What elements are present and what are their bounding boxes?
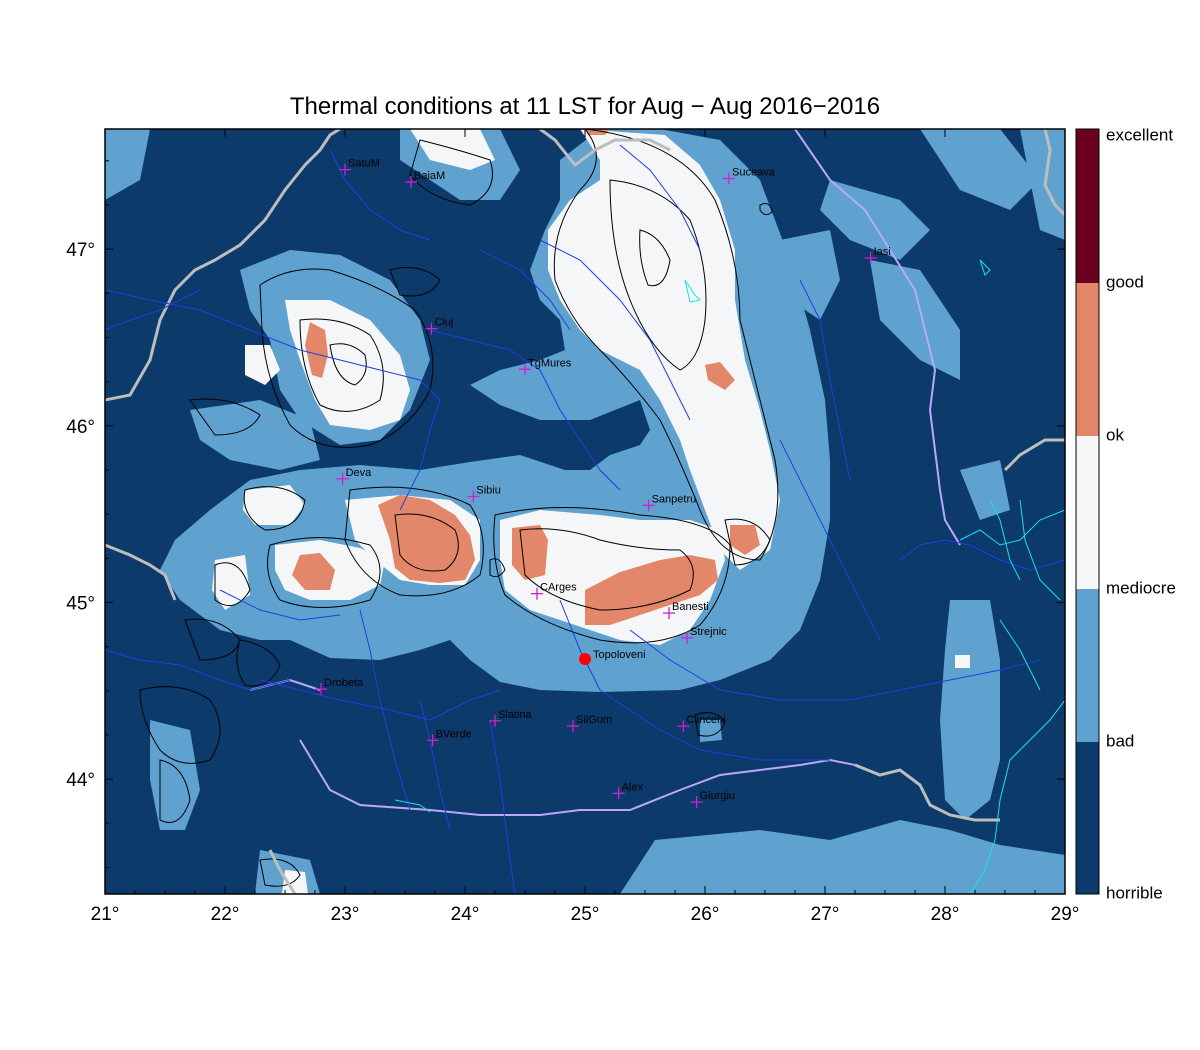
x-tick-label: 23° [331,904,360,925]
city-label: Banesti [672,601,709,613]
city-label: BVerde [436,728,472,740]
x-tick-label: 27° [811,904,840,925]
city-marker: Drobeta [315,677,364,696]
city-marker: Suceava [723,166,776,185]
city-label: TgMures [528,357,572,369]
x-tick-label: 21° [91,904,120,925]
x-tick-label: 22° [211,904,240,925]
x-tick-label: 29° [1051,904,1080,925]
city-marker: Strejnic [681,626,727,644]
y-tick-label: 46° [66,417,95,438]
city-label: Iasi [874,246,891,258]
city-marker: Sibiu [467,484,501,503]
city-label: Suceava [732,166,776,178]
colorbar-label-horrible: horrible [1106,883,1163,902]
city-label: Clinceni [686,714,725,726]
city-marker: Giurgiu [690,790,735,809]
city-label: Alex [622,781,644,793]
colorbar-label-good: good [1106,272,1144,291]
colorbar: horrible bad mediocre ok good excellent [1075,125,1176,902]
colorbar-ok [1076,283,1099,436]
colorbar-bad [1076,589,1099,742]
city-marker: Alex [612,781,644,800]
x-tick-label: 25° [571,904,600,925]
colorbar-mediocre [1076,436,1099,589]
city-marker: Clinceni [677,714,726,733]
city-label: CArges [540,582,577,594]
y-tick-label: 44° [66,770,95,791]
city-marker: Sanpetru [642,493,697,512]
city-label: SilGum [576,714,612,726]
x-tick-label: 26° [691,904,720,925]
city-marker: CArges [531,582,577,600]
city-label: Sanpetru [652,493,697,505]
country-borders [105,129,1065,894]
city-marker: Cluj [425,317,453,335]
highlight-city-label: Topoloveni [593,649,646,661]
city-label: Deva [346,467,373,479]
city-marker: Iasi [864,246,891,264]
colorbar-label-ok: ok [1106,425,1124,444]
city-label: Sibiu [476,484,500,496]
colorbar-label-mediocre: mediocre [1106,578,1176,597]
city-marker: TgMures [519,357,572,376]
city-label: BaiaM [414,170,445,182]
city-marker: Deva [336,467,373,485]
zones-ok [292,129,760,625]
y-tick-label: 45° [66,593,95,614]
city-label: SatuM [348,158,380,170]
x-tick-label: 24° [451,904,480,925]
terrain-contours [139,129,779,887]
axis-ticks: 21° 22° 23° 24° 25° 26° 27° 28° 29° 44° 45° 46° 47° [66,129,1079,925]
colorbar-frame [1075,128,1100,895]
y-tick-label: 47° [66,240,95,261]
coastline [394,259,1065,894]
x-tick-label: 28° [931,904,960,925]
city-markers: SatuM BaiaM Suceava Iasi Cluj TgMures Deva Sibi… [315,158,891,809]
city-label: Cluj [434,317,453,329]
city-marker: BaiaM [405,170,445,189]
colorbar-label-excellent: excellent [1106,125,1173,144]
city-marker: Slatina [489,709,533,727]
highlight-city-dot [579,653,591,666]
city-label: Giurgiu [700,790,735,802]
city-label: Drobeta [324,677,364,689]
city-marker: BVerde [426,728,472,747]
colorbar-horrible [1076,742,1099,894]
map-plot-area [105,129,1065,894]
city-label: Slatina [498,709,533,721]
city-marker: SatuM [339,158,380,176]
colorbar-label-bad: bad [1106,731,1134,750]
city-label: Strejnic [690,626,727,638]
colorbar-good [1076,129,1099,283]
map-title: Thermal conditions at 11 LST for Aug − A… [289,93,881,120]
city-marker: Banesti [663,601,709,620]
city-marker: SilGum [567,714,612,733]
